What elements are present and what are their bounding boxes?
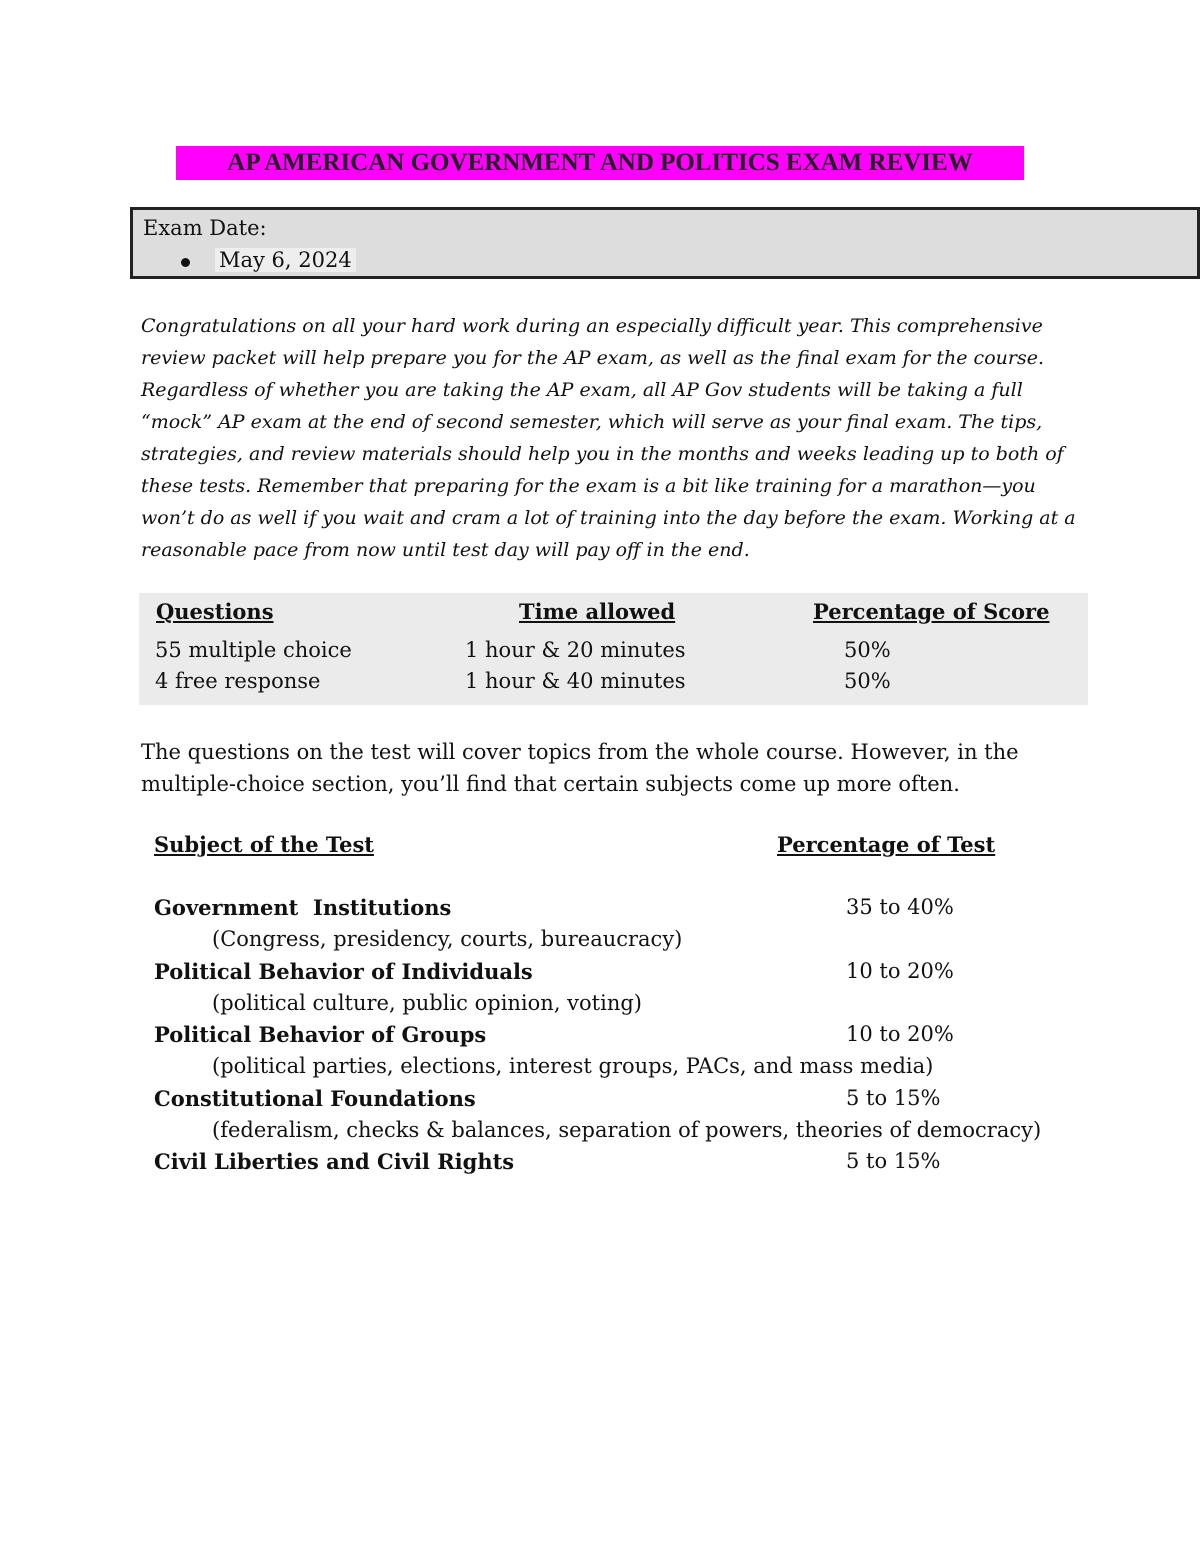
exam-box: Exam Date: May 6, 2024 <box>130 207 1200 279</box>
paragraph: The questions on the test will cover top… <box>141 740 1019 796</box>
subject-pct: 10 to 20% <box>846 958 954 983</box>
td: 1 hour & 40 minutes <box>465 669 686 693</box>
subject-name: Government Institutions <box>154 895 452 920</box>
th: Percentage of Score <box>813 599 1050 624</box>
bullet <box>181 258 190 267</box>
subject-detail: (political parties, elections, interest … <box>212 1054 934 1078</box>
td: 50% <box>844 638 891 662</box>
subject-name: Political Behavior of Groups <box>154 1022 487 1047</box>
td: 1 hour & 20 minutes <box>465 638 686 662</box>
exam-date: May 6, 2024 <box>215 248 356 272</box>
exam-label: Exam Date: <box>143 216 267 240</box>
subject-name: Constitutional Foundations <box>154 1085 476 1111</box>
subject-name: Political Behavior of Individuals <box>154 958 533 984</box>
subject-pct: 10 to 20% <box>846 1022 954 1046</box>
score-table: Questions Time allowed Percentage of Sco… <box>139 593 1088 705</box>
subject-name: Civil Liberties and Civil Rights <box>154 1149 515 1174</box>
percent-header: Percentage of Test <box>777 832 996 857</box>
td: 4 free response <box>155 669 321 693</box>
subject-detail: (Congress, presidency, courts, bureaucra… <box>212 927 683 951</box>
th: Questions <box>156 599 274 624</box>
td: 50% <box>844 669 891 693</box>
intro: Congratulations on all your hard work du… <box>141 315 1076 561</box>
subject-pct: 35 to 40% <box>846 895 954 919</box>
title: AP AMERICAN GOVERNMENT AND POLITICS EXAM… <box>176 146 1024 180</box>
subject-header: Subject of the Test <box>154 832 374 857</box>
subject-pct: 5 to 15% <box>846 1085 941 1110</box>
subject-detail: (political culture, public opinion, voti… <box>212 990 642 1015</box>
subject-detail: (federalism, checks & balances, separati… <box>212 1117 1042 1142</box>
subject-pct: 5 to 15% <box>846 1149 941 1173</box>
th: Time allowed <box>519 599 676 624</box>
td: 55 multiple choice <box>155 638 352 662</box>
